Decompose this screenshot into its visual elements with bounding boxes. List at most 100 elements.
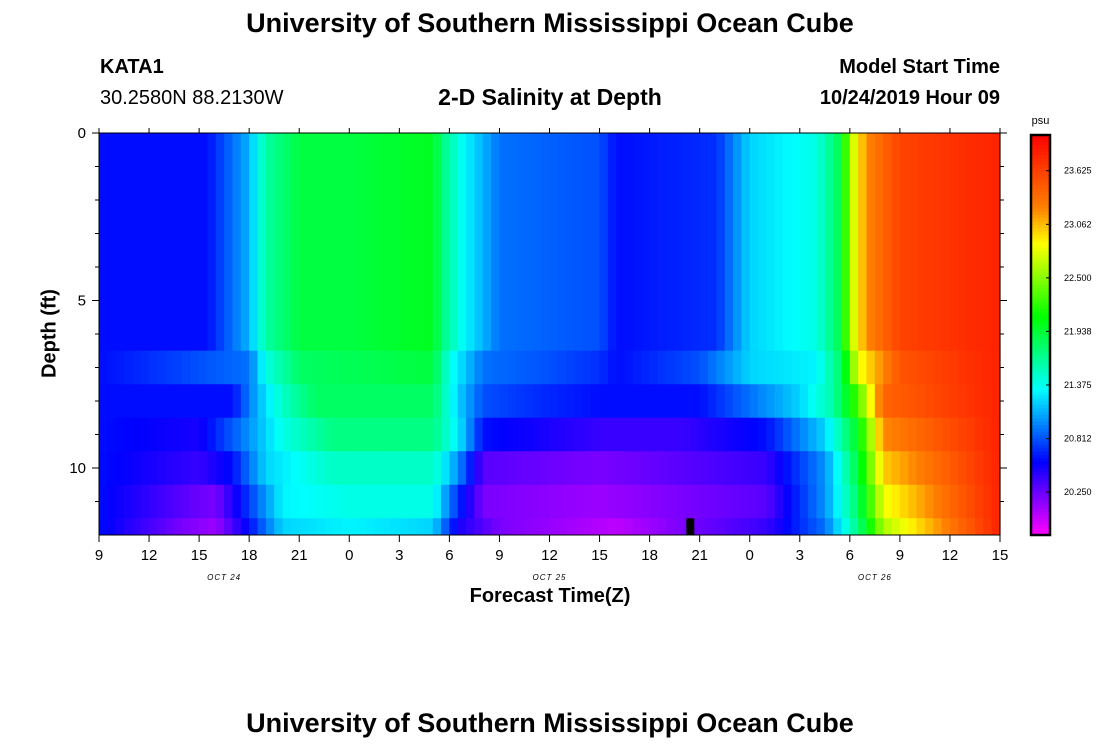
- heatmap-cell: [557, 133, 567, 352]
- heatmap-cell: [849, 384, 859, 419]
- heatmap-cell: [382, 350, 392, 385]
- colorbar-swatch: [1031, 221, 1050, 226]
- heatmap-cell: [257, 133, 267, 352]
- heatmap-cell: [466, 484, 476, 519]
- heatmap-cell: [716, 417, 726, 452]
- heatmap-cell: [315, 133, 325, 352]
- heatmap-cell: [290, 133, 300, 352]
- page-title: University of Southern Mississippi Ocean…: [246, 8, 854, 38]
- heatmap-cell: [499, 384, 509, 419]
- heatmap-cell: [240, 417, 250, 452]
- heatmap-cell: [891, 451, 901, 486]
- heatmap-cell: [641, 417, 651, 452]
- heatmap-cell: [682, 417, 692, 452]
- heatmap-cell: [991, 518, 1001, 536]
- heatmap-cell: [591, 384, 601, 419]
- station-coords: 30.2580N 88.2130W: [100, 87, 284, 109]
- heatmap-cell: [249, 518, 259, 536]
- heatmap-cell: [591, 417, 601, 452]
- colorbar-swatch: [1031, 265, 1050, 269]
- x-tick-label: 3: [796, 547, 804, 564]
- heatmap-cell: [449, 350, 459, 385]
- heatmap-cell: [307, 518, 317, 536]
- heatmap-cell: [749, 417, 759, 452]
- colorbar-swatch: [1031, 408, 1050, 413]
- heatmap-cell: [324, 384, 334, 419]
- date-label: OCT 25: [532, 573, 566, 582]
- heatmap-cell: [474, 384, 484, 419]
- colorbar-swatch: [1031, 295, 1050, 299]
- colorbar-swatch: [1031, 148, 1050, 153]
- heatmap-cell: [766, 451, 776, 486]
- colorbar-swatch: [1031, 278, 1050, 283]
- heatmap-cell: [624, 518, 634, 536]
- heatmap-cell: [390, 384, 400, 419]
- heatmap-cell: [691, 484, 701, 519]
- heatmap-cell: [724, 133, 734, 352]
- heatmap-cell: [99, 484, 108, 519]
- heatmap-cell: [599, 133, 609, 352]
- colorbar-swatch: [1031, 345, 1050, 349]
- heatmap-cell: [766, 484, 776, 519]
- heatmap-cell: [215, 484, 225, 519]
- heatmap-cell: [374, 484, 384, 519]
- heatmap-cell: [165, 417, 175, 452]
- x-tick-label: 9: [495, 547, 503, 564]
- colorbar-swatch: [1031, 185, 1050, 189]
- heatmap-cell: [482, 451, 492, 486]
- plot-title: 2-D Salinity at Depth: [438, 84, 662, 110]
- x-tick-label: 18: [241, 547, 258, 564]
- colorbar-swatch: [1031, 358, 1050, 363]
- heatmap-cell: [874, 350, 884, 385]
- heatmap-cell: [699, 133, 709, 352]
- heatmap-cell: [566, 384, 576, 419]
- heatmap-cell: [274, 484, 284, 519]
- heatmap-cell: [140, 518, 150, 536]
- heatmap-cell: [199, 133, 209, 352]
- heatmap-cell: [299, 417, 309, 452]
- heatmap-cell: [215, 518, 225, 536]
- colorbar-swatch: [1031, 328, 1050, 333]
- colorbar-swatch: [1031, 505, 1050, 509]
- heatmap-cell: [357, 484, 367, 519]
- heatmap-cell: [899, 350, 909, 385]
- heatmap-cell: [399, 518, 409, 536]
- heatmap-cell: [140, 384, 150, 419]
- heatmap-cell: [482, 350, 492, 385]
- heatmap-cell: [649, 350, 659, 385]
- heatmap-cell: [457, 350, 467, 385]
- heatmap-cell: [657, 350, 667, 385]
- heatmap-cell: [741, 417, 751, 452]
- heatmap-cell: [774, 350, 784, 385]
- heatmap-cell: [749, 484, 759, 519]
- heatmap-cell: [424, 484, 434, 519]
- heatmap-cell: [591, 133, 601, 352]
- x-axis-label: Forecast Time(Z): [469, 585, 631, 607]
- heatmap-cell: [557, 384, 567, 419]
- colorbar-swatch: [1031, 245, 1050, 249]
- heatmap-cell: [933, 384, 943, 419]
- heatmap-cell: [307, 451, 317, 486]
- heatmap-cell: [265, 384, 275, 419]
- heatmap-cell: [199, 384, 209, 419]
- heatmap-cell: [983, 384, 993, 419]
- heatmap-cell: [966, 350, 976, 385]
- heatmap-cell: [182, 451, 192, 486]
- heatmap-cell: [307, 417, 317, 452]
- heatmap-cell: [574, 350, 584, 385]
- heatmap-cell: [708, 384, 717, 419]
- heatmap-cell: [491, 133, 501, 352]
- heatmap-cell: [265, 518, 275, 536]
- colorbar-swatch: [1031, 481, 1050, 486]
- heatmap-cell: [332, 484, 342, 519]
- colorbar-swatch: [1031, 495, 1050, 499]
- heatmap-cell: [274, 350, 284, 385]
- colorbar-swatch: [1031, 208, 1050, 213]
- heatmap-cell: [916, 350, 926, 385]
- colorbar-swatch: [1031, 445, 1050, 449]
- heatmap-cell: [808, 384, 818, 419]
- colorbar-swatch: [1031, 241, 1050, 246]
- heatmap-cell: [207, 451, 217, 486]
- heatmap-cell: [749, 133, 759, 352]
- heatmap-cell: [240, 451, 250, 486]
